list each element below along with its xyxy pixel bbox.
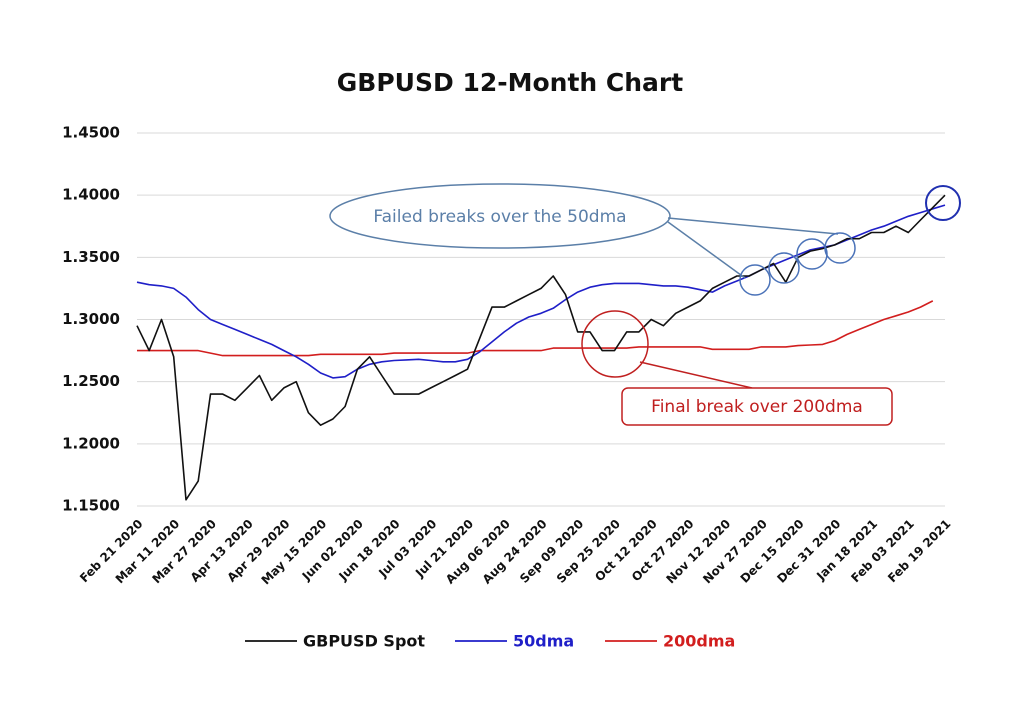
y-tick-label: 1.2000: [62, 434, 120, 452]
series-line: [137, 300, 934, 357]
x-tick-label: May 15 2020: [259, 517, 330, 588]
annotation: Final break over 200dma: [651, 397, 863, 417]
x-tick-label: Mar 27 2020: [149, 517, 219, 587]
y-tick-label: 1.4500: [62, 124, 120, 142]
x-tick-label: Nov 12 2020: [664, 517, 734, 587]
annotation-shapes-red: [581, 310, 893, 426]
x-tick-label: Sep 25 2020: [554, 517, 623, 586]
x-tick-label: Nov 27 2020: [700, 517, 770, 587]
y-tick-label: 1.2500: [62, 372, 120, 390]
series-line: [136, 194, 946, 501]
series-line: [136, 204, 946, 379]
annotation: Failed breaks over the 50dma: [373, 207, 626, 227]
x-tick-label: Dec 31 2020: [774, 517, 843, 586]
legend-label: GBPUSD Spot: [303, 632, 425, 651]
y-tick-label: 1.1500: [62, 497, 120, 515]
chart-title: GBPUSD 12-Month Chart: [337, 68, 683, 97]
x-tick-label: Aug 24 2020: [480, 517, 550, 587]
legend-label: 50dma: [513, 632, 574, 651]
y-tick-label: 1.3500: [62, 248, 120, 266]
y-tick-label: 1.4000: [62, 186, 120, 204]
x-tick-label: Mar 11 2020: [113, 517, 183, 587]
x-tick-label: Sep 09 2020: [517, 517, 586, 586]
legend-label: 200dma: [663, 632, 735, 651]
x-tick-label: Aug 06 2020: [443, 517, 513, 587]
x-tick-label: Feb 21 2020: [77, 517, 146, 586]
annotation-shapes: [329, 183, 961, 296]
y-tick-label: 1.3000: [62, 310, 120, 328]
x-tick-label: Dec 15 2020: [738, 517, 807, 586]
